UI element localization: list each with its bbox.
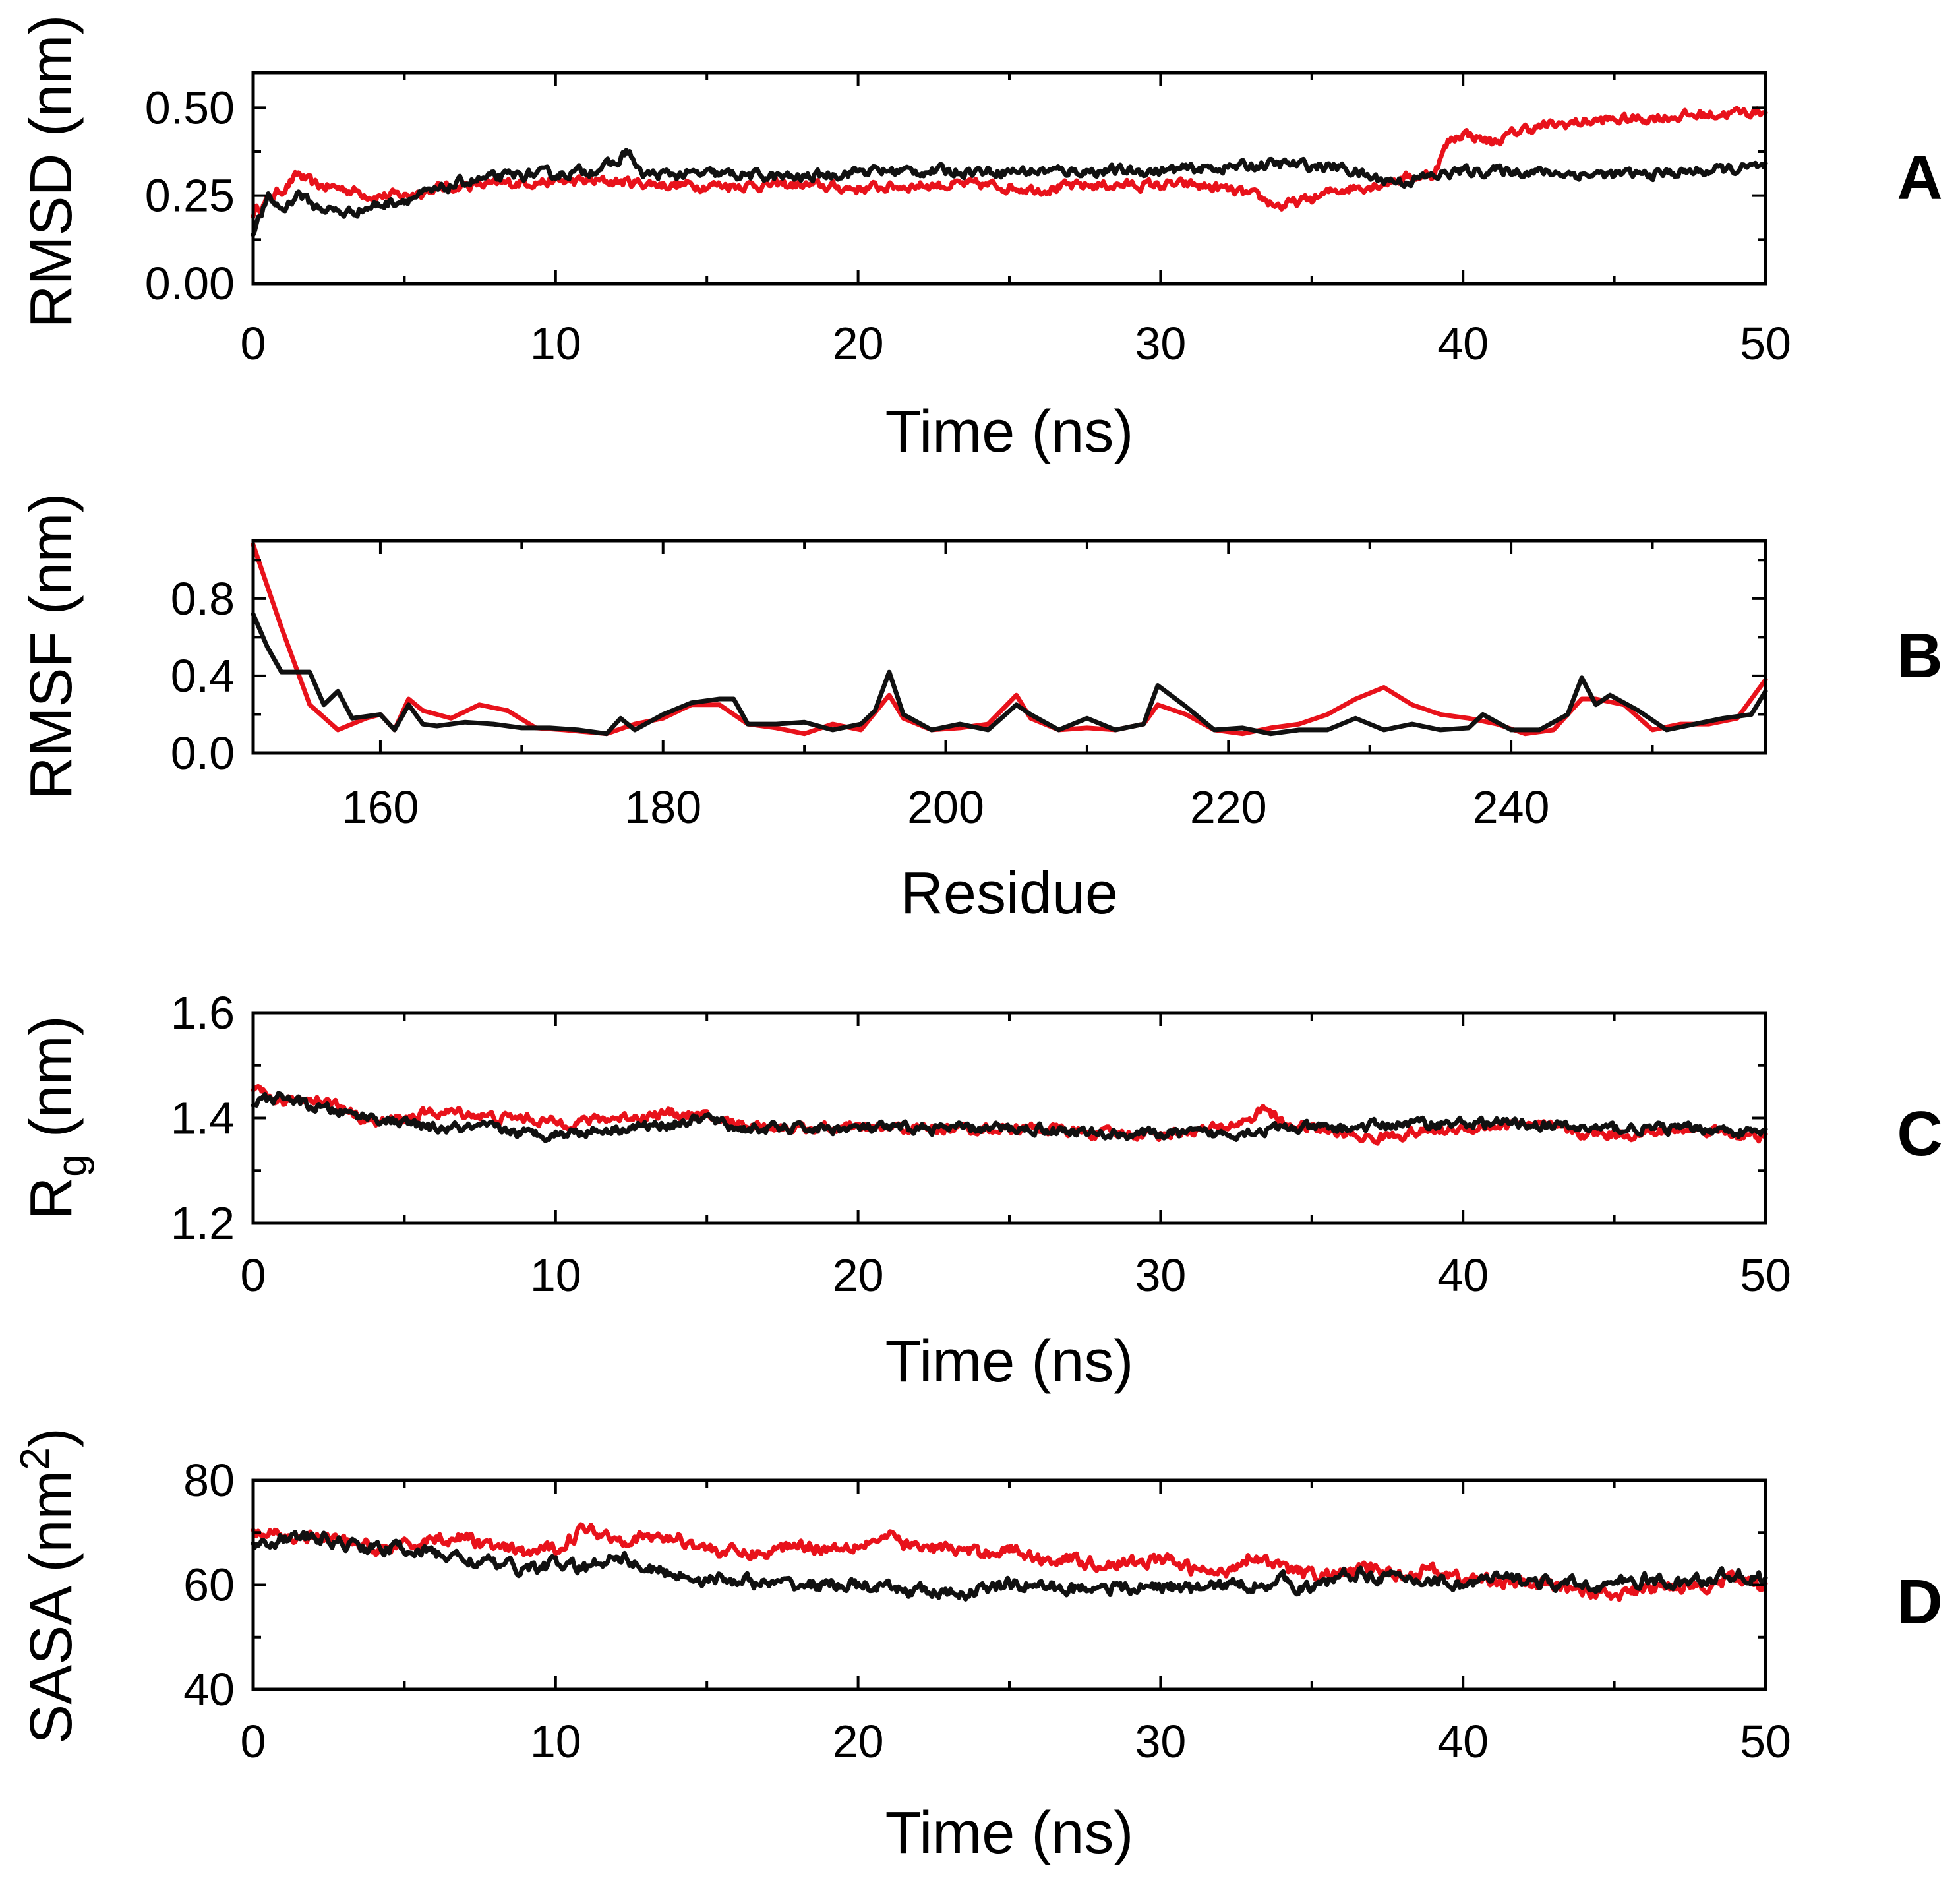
panel-a-red-series-line bbox=[251, 106, 1768, 219]
panel-d-label: D bbox=[1897, 1567, 1942, 1637]
panel-a-y-tick-label: 0.25 bbox=[145, 170, 235, 222]
panel-c-x-tick-label: 30 bbox=[1135, 1250, 1186, 1301]
panel-c-y-axis-label: Rg (nm) bbox=[18, 1015, 95, 1219]
panel-c-red-series-line bbox=[251, 1083, 1768, 1146]
panel-d-x-tick-label: 40 bbox=[1437, 1716, 1489, 1767]
panel-d-y-tick-label: 80 bbox=[183, 1455, 235, 1506]
panel-d-x-tick-label: 0 bbox=[241, 1716, 266, 1767]
panel-b-y-tick-label: 0.4 bbox=[171, 650, 235, 702]
panel-c-y-tick-label: 1.4 bbox=[171, 1093, 235, 1144]
panel-c-x-tick-label: 50 bbox=[1740, 1250, 1791, 1301]
panel-a-x-tick-label: 20 bbox=[833, 318, 884, 369]
panel-a-x-axis-label: Time (ns) bbox=[885, 399, 1134, 465]
panel-d-x-tick-label: 20 bbox=[833, 1716, 884, 1767]
panel-a-black-series-line bbox=[251, 148, 1768, 237]
panel-d-y-tick-label: 40 bbox=[183, 1664, 235, 1715]
panel-c-y-tick-label: 1.6 bbox=[171, 987, 235, 1039]
panel-c-label: C bbox=[1897, 1099, 1942, 1169]
panel-a: 0 10 20 30 40 50 0.00 0.25 0.50 Time (ns) RMSD (nm… bbox=[18, 15, 1943, 465]
panel-a-x-tick-label: 30 bbox=[1135, 318, 1186, 369]
panel-a-x-tick-label: 50 bbox=[1740, 318, 1791, 369]
panel-b-y-axis-label: RMSF (nm) bbox=[18, 493, 84, 800]
panel-d-y-tick-label: 60 bbox=[183, 1559, 235, 1611]
panel-b-y-tick-label: 0.8 bbox=[171, 573, 235, 624]
panel-d-x-tick-label: 30 bbox=[1135, 1716, 1186, 1767]
panel-a-y-axis-label: RMSD (nm) bbox=[18, 15, 84, 328]
panel-c-x-tick-label: 0 bbox=[241, 1250, 266, 1301]
panel-c-x-tick-label: 20 bbox=[833, 1250, 884, 1301]
panel-c-x-tick-label: 40 bbox=[1437, 1250, 1489, 1301]
panel-d-y-axis-label: SASA (nm2) bbox=[13, 1428, 84, 1744]
panel-b-x-tick-label: 160 bbox=[342, 781, 419, 833]
panel-b-plot-frame bbox=[251, 539, 1767, 755]
panel-c-black-series-line bbox=[251, 1091, 1768, 1143]
panel-b-black-series-line bbox=[251, 611, 1768, 737]
panel-b-x-tick-label: 200 bbox=[907, 781, 984, 833]
panel-a-x-tick-label: 40 bbox=[1437, 318, 1489, 369]
panel-b-label: B bbox=[1897, 620, 1942, 691]
panel-d-x-tick-label: 50 bbox=[1740, 1716, 1791, 1767]
panel-d-black-series-line bbox=[251, 1530, 1768, 1602]
panel-a-x-tick-label: 10 bbox=[530, 318, 581, 369]
panel-b-y-tick-label: 0.0 bbox=[171, 727, 235, 779]
panel-b-x-tick-label: 220 bbox=[1190, 781, 1267, 833]
panel-c-x-axis-label: Time (ns) bbox=[885, 1329, 1134, 1395]
panel-c-y-tick-label: 1.2 bbox=[171, 1197, 235, 1249]
panel-d-x-tick-label: 10 bbox=[530, 1716, 581, 1767]
panel-d: 0 10 20 30 40 50 40 60 80 Time (ns) SASA (nm2) D bbox=[13, 1428, 1943, 1866]
panel-c-x-tick-label: 10 bbox=[530, 1250, 581, 1301]
panel-b-red-series-line bbox=[251, 542, 1768, 737]
panel-b-x-tick-label: 240 bbox=[1473, 781, 1550, 833]
panel-a-x-tick-label: 0 bbox=[241, 318, 266, 369]
panel-c: 0 10 20 30 40 50 1.2 1.4 1.6 Time (ns) Rg (nm) C bbox=[18, 987, 1943, 1395]
panel-b-x-tick-label: 180 bbox=[624, 781, 701, 833]
panel-a-y-tick-label: 0.00 bbox=[145, 258, 235, 309]
panel-b: 160 180 200 220 240 0.0 0.4 0.8 Residue RMSF (nm)… bbox=[18, 493, 1943, 926]
panel-d-x-axis-label: Time (ns) bbox=[885, 1800, 1134, 1866]
panel-a-y-tick-label: 0.50 bbox=[145, 82, 235, 133]
panel-b-x-axis-label: Residue bbox=[901, 861, 1118, 926]
panel-a-label: A bbox=[1897, 142, 1942, 213]
